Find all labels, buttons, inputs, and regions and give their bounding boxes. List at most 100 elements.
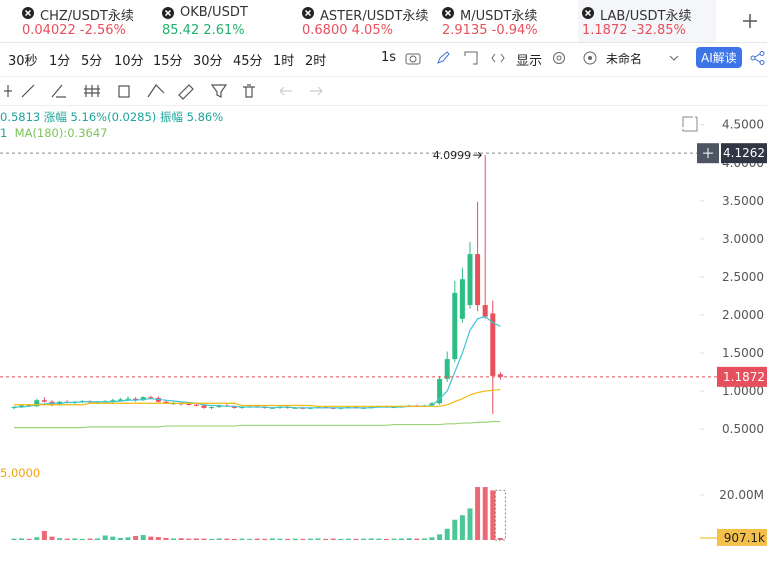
interval[interactable]: 1s [381,50,397,65]
close-icon[interactable] [162,7,174,19]
filter-tool[interactable] [210,84,228,98]
tab-price: 0.6800 [302,23,348,38]
timeframe[interactable]: 30分 [193,54,223,69]
volume-bar [87,538,93,540]
volume-bar [41,530,47,540]
volume-bar [315,538,321,540]
tab-symbol: OKB/USDT [180,5,248,20]
y-tick-label: 2.5000 [722,270,764,284]
y-tick-label: 3.5000 [722,194,764,208]
timeframe[interactable]: 30秒 [8,54,38,69]
tab-change: -32.85% [631,23,686,38]
volume-bar [262,538,268,540]
ray-tool[interactable] [51,84,66,98]
tab[interactable]: CHZ/USDT永续 0.04022 -2.56% [18,0,156,42]
fullscreen-icon[interactable] [682,116,698,132]
candle-body [148,397,154,399]
volume-bar [429,537,435,540]
tab[interactable]: M/USDT永续 2.9135 -0.94% [438,0,576,42]
volume-bar [26,538,32,540]
volume-bar [307,538,313,540]
candle-body [475,254,481,306]
candle-body [482,305,488,317]
camera-icon[interactable] [405,51,421,65]
ai-button[interactable]: AI解读 [696,47,742,68]
delete-tool[interactable] [243,84,255,98]
share-icon[interactable] [750,51,766,65]
volume-bar [79,538,85,540]
timeframe[interactable]: 1时 [273,54,295,69]
candle-body [459,279,465,319]
layout-name[interactable]: 未命名 [606,52,643,66]
pattern-tool[interactable] [147,84,165,98]
tab-quote: 0.6800 4.05% [302,23,393,38]
candle-body [117,399,123,401]
candle-body [186,404,192,406]
tab-price: 0.04022 [22,23,76,38]
volume-bar [231,538,237,540]
tab[interactable]: LAB/USDT永续 1.1872 -32.85% [578,0,716,42]
crosshair-tool[interactable] [4,85,12,97]
line-tool[interactable] [21,84,35,98]
tab[interactable]: OKB/USDT 85.42 2.61% [158,0,296,42]
settings-icon[interactable] [552,51,566,65]
y-tick-label: 0.5000 [722,422,764,436]
code-icon[interactable] [491,51,505,65]
volume-bar [497,537,503,540]
close-icon[interactable] [582,7,594,19]
candle-body [34,400,40,407]
volume-bar [399,538,405,540]
redo[interactable] [310,86,323,96]
volume-bar [482,487,488,540]
shape-tool[interactable] [118,85,130,98]
y-tick-label: 1.5000 [722,346,764,360]
volume-bar [11,538,17,540]
tab-change: -0.94% [491,23,538,38]
crosshair-plus [703,148,713,159]
candle-body [444,359,450,379]
chevron[interactable] [669,54,679,62]
volume-bar [49,536,55,540]
pen-icon[interactable] [436,51,450,65]
volume-bar [209,538,215,540]
volume-tick-label: 20.00M [719,488,764,502]
volume-bar [110,536,116,540]
close-icon[interactable] [442,7,454,19]
tab[interactable]: ASTER/USDT永续 0.6800 4.05% [298,0,436,42]
layout-icon[interactable] [583,51,597,65]
brush-tool[interactable] [178,84,194,100]
volume-marker-box [717,528,767,546]
close-icon[interactable] [302,7,314,19]
volume-bar [323,538,329,540]
candle-body [41,400,47,402]
timeframe[interactable]: 1分 [49,54,71,69]
volume-bar [224,538,230,540]
volume-bar [285,538,291,540]
volume-bar [421,538,427,540]
timeframe[interactable]: 10分 [114,54,144,69]
candle-body [133,398,139,401]
close-icon[interactable] [22,7,34,19]
timeframe[interactable]: 45分 [233,54,263,69]
tab-bar: CHZ/USDT永续 0.04022 -2.56% OKB/USDT 85.42 2… [0,0,767,43]
expand-icon[interactable] [464,51,478,65]
display-button[interactable]: 显示 [516,54,543,69]
add-tab[interactable] [742,13,758,29]
volume-bar [102,535,108,540]
timeframe[interactable]: 15分 [153,54,183,69]
volume-bar [444,528,450,540]
timeframe[interactable]: 2时 [305,54,327,69]
candle-body [231,406,237,408]
volume-bar [57,538,63,540]
candle-body [490,313,496,376]
tab-price: 85.42 [162,23,200,38]
volume-bar [345,538,351,540]
timeframe[interactable]: 5分 [81,54,103,69]
undo[interactable] [279,86,292,96]
y-tick-label: 2.0000 [722,308,764,322]
volume-bar [452,519,458,540]
volume-bar [155,537,161,540]
volume-bar [383,538,389,540]
volume-bar [376,538,382,540]
fib-tool[interactable] [84,85,100,97]
